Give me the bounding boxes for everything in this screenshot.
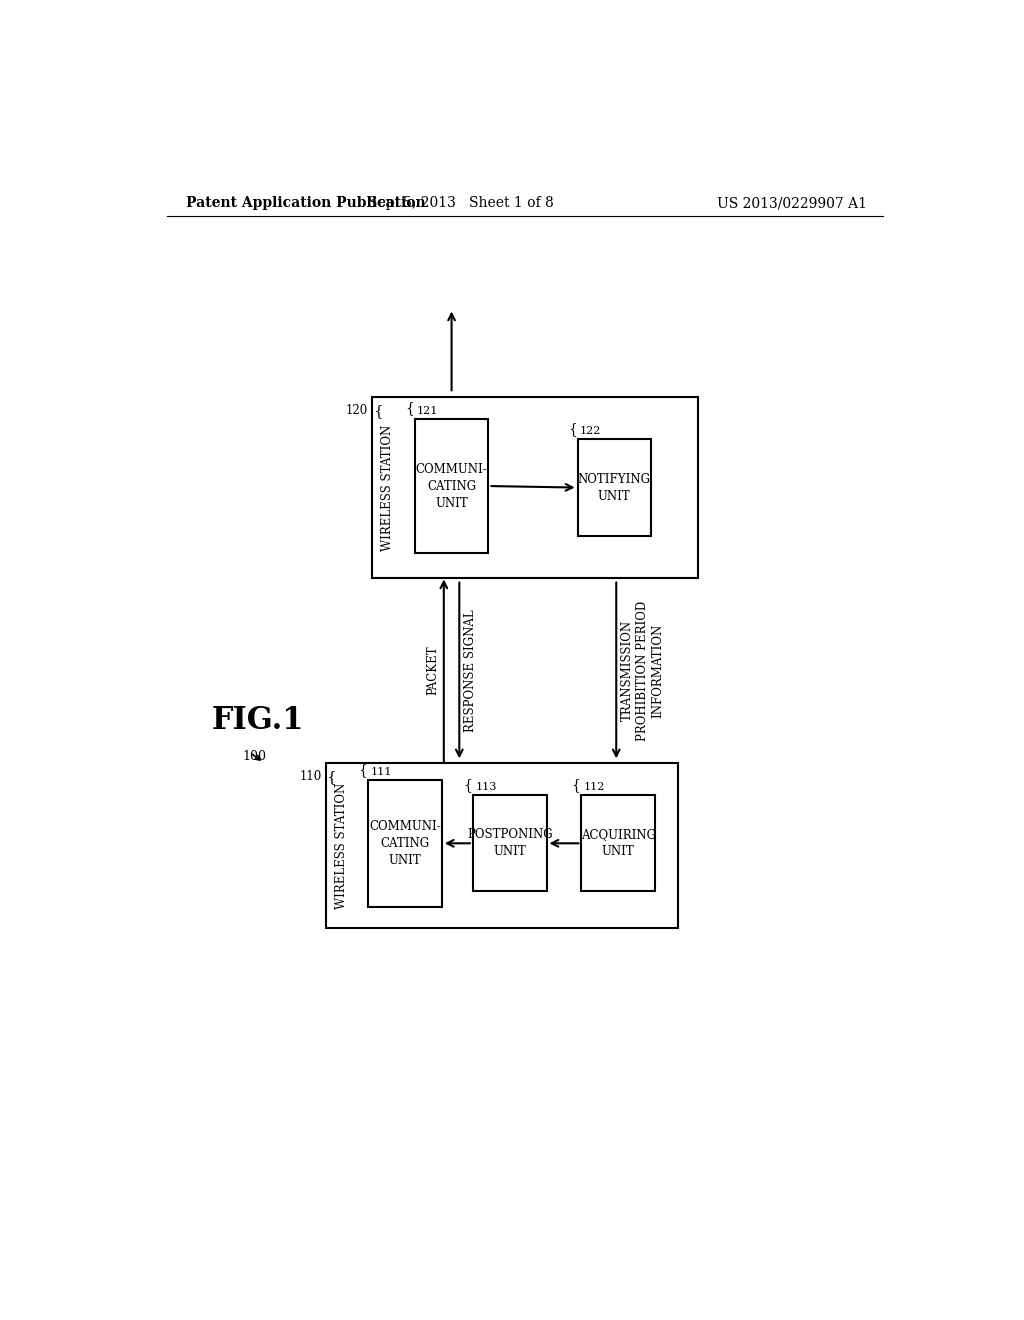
Bar — [415, 418, 488, 553]
Text: Patent Application Publication: Patent Application Publication — [186, 197, 426, 210]
Bar — [372, 397, 697, 578]
Text: POSTPONING
UNIT: POSTPONING UNIT — [467, 829, 553, 858]
Text: Sep. 5, 2013   Sheet 1 of 8: Sep. 5, 2013 Sheet 1 of 8 — [369, 197, 554, 210]
Text: {: { — [373, 404, 383, 418]
Text: {: { — [571, 777, 581, 792]
Text: RESPONSE SIGNAL: RESPONSE SIGNAL — [464, 609, 477, 731]
Text: 112: 112 — [584, 783, 605, 792]
Text: {: { — [568, 422, 577, 437]
Text: COMMUNI-
CATING
UNIT: COMMUNI- CATING UNIT — [416, 462, 487, 510]
Text: {: { — [327, 770, 336, 784]
Text: {: { — [463, 777, 472, 792]
Text: US 2013/0229907 A1: US 2013/0229907 A1 — [717, 197, 867, 210]
Text: ACQUIRING
UNIT: ACQUIRING UNIT — [581, 829, 655, 858]
Text: {: { — [358, 763, 368, 776]
Text: WIRELESS STATION: WIRELESS STATION — [381, 425, 394, 550]
Text: WIRELESS STATION: WIRELESS STATION — [335, 783, 347, 908]
Bar — [473, 795, 547, 891]
Text: NOTIFYING
UNIT: NOTIFYING UNIT — [578, 473, 651, 503]
Text: 110: 110 — [299, 770, 322, 783]
Text: 100: 100 — [243, 750, 266, 763]
Text: COMMUNI-
CATING
UNIT: COMMUNI- CATING UNIT — [370, 820, 441, 867]
Text: 120: 120 — [346, 404, 369, 417]
Text: 113: 113 — [475, 783, 497, 792]
Bar — [582, 795, 655, 891]
Text: 111: 111 — [371, 767, 392, 776]
Bar — [369, 780, 442, 907]
Text: 121: 121 — [417, 405, 438, 416]
Text: TRANSMISSION
PROHIBITION PERIOD
INFORMATION: TRANSMISSION PROHIBITION PERIOD INFORMAT… — [621, 601, 664, 741]
Text: PACKET: PACKET — [426, 645, 439, 696]
Text: {: { — [406, 401, 414, 416]
Bar — [326, 763, 678, 928]
Text: FIG.1: FIG.1 — [212, 705, 304, 737]
Text: 122: 122 — [580, 426, 601, 437]
Bar — [578, 440, 651, 536]
